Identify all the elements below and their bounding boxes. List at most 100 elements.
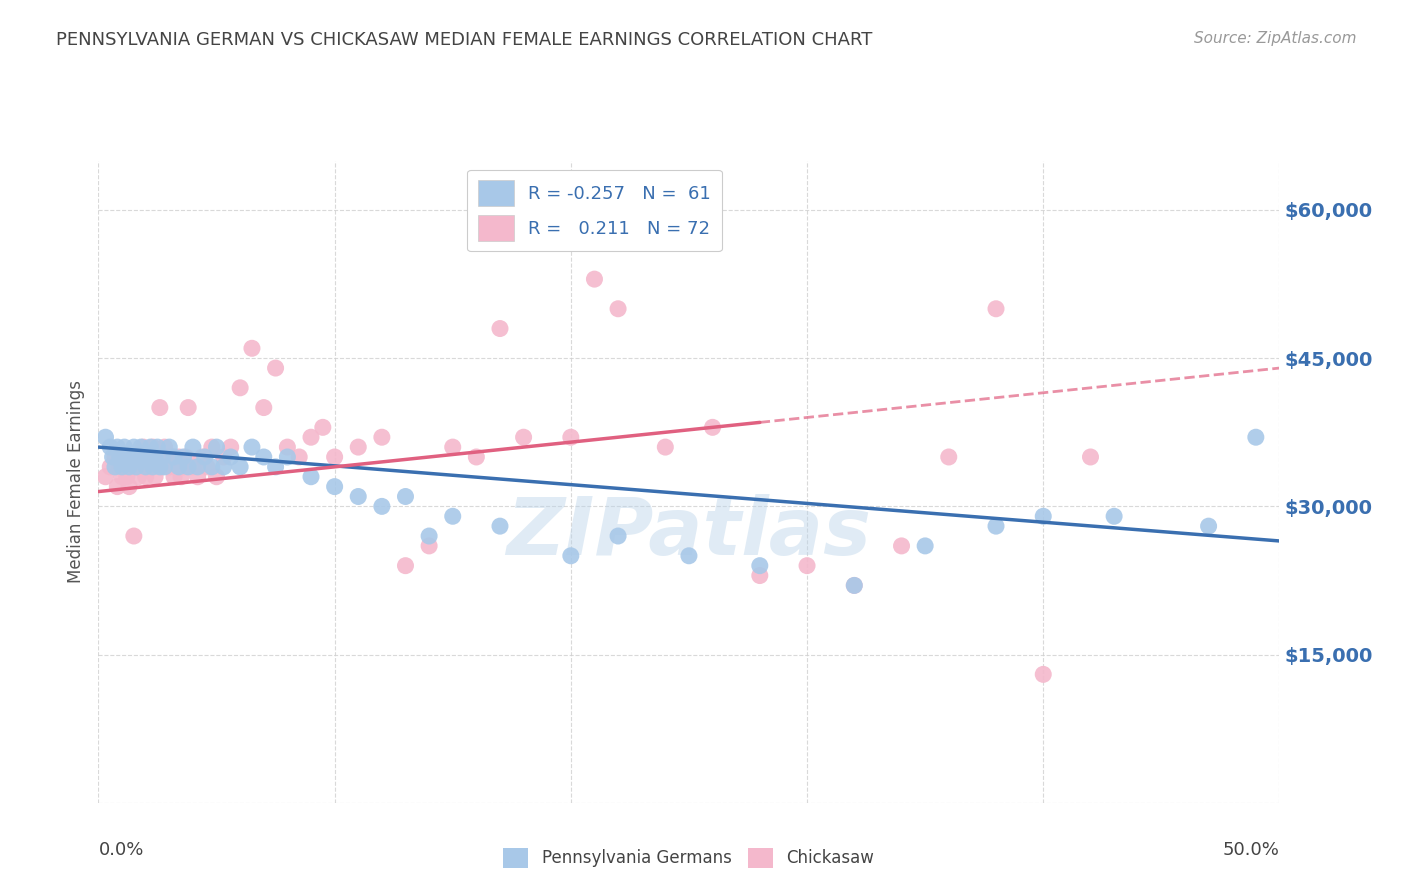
Point	[276, 450, 298, 464]
Point	[299, 430, 322, 444]
Point	[118, 480, 141, 494]
Point	[177, 401, 200, 415]
Y-axis label: Median Female Earnings: Median Female Earnings	[67, 380, 86, 583]
Point	[195, 459, 218, 474]
Point	[914, 539, 936, 553]
Point	[136, 459, 159, 474]
Point	[1032, 667, 1054, 681]
Point	[253, 401, 276, 415]
Point	[347, 490, 370, 504]
Point	[153, 440, 176, 454]
Point	[149, 459, 172, 474]
Point	[167, 450, 190, 464]
Point	[560, 549, 582, 563]
Point	[748, 568, 770, 582]
Point	[163, 469, 186, 483]
Point	[489, 321, 512, 335]
Point	[253, 450, 276, 464]
Point	[143, 469, 166, 483]
Point	[160, 450, 183, 464]
Legend: Pennsylvania Germans, Chickasaw: Pennsylvania Germans, Chickasaw	[496, 841, 882, 875]
Point	[146, 440, 169, 454]
Point	[112, 440, 135, 454]
Point	[153, 459, 176, 474]
Point	[142, 459, 165, 474]
Point	[607, 301, 630, 316]
Point	[219, 440, 242, 454]
Point	[132, 440, 155, 454]
Point	[191, 450, 214, 464]
Point	[212, 450, 235, 464]
Point	[174, 450, 197, 464]
Point	[187, 469, 209, 483]
Point	[890, 539, 912, 553]
Point	[205, 440, 228, 454]
Point	[288, 450, 311, 464]
Point	[143, 450, 166, 464]
Point	[122, 440, 145, 454]
Point	[165, 459, 187, 474]
Point	[394, 558, 416, 573]
Point	[844, 578, 866, 592]
Point	[201, 459, 224, 474]
Point	[187, 459, 209, 474]
Point	[323, 480, 346, 494]
Point	[142, 440, 165, 454]
Text: PENNSYLVANIA GERMAN VS CHICKASAW MEDIAN FEMALE EARNINGS CORRELATION CHART: PENNSYLVANIA GERMAN VS CHICKASAW MEDIAN …	[56, 31, 873, 49]
Text: 50.0%: 50.0%	[1223, 841, 1279, 859]
Point	[94, 469, 117, 483]
Point	[984, 519, 1007, 533]
Point	[112, 450, 135, 464]
Point	[323, 450, 346, 464]
Point	[121, 450, 143, 464]
Point	[229, 459, 252, 474]
Point	[128, 450, 150, 464]
Point	[157, 459, 180, 474]
Point	[128, 469, 150, 483]
Point	[157, 440, 180, 454]
Legend: R = -0.257   N =  61, R =   0.211   N = 72: R = -0.257 N = 61, R = 0.211 N = 72	[467, 169, 721, 252]
Point	[347, 440, 370, 454]
Point	[796, 558, 818, 573]
Point	[181, 440, 204, 454]
Point	[139, 450, 162, 464]
Point	[163, 450, 186, 464]
Point	[125, 459, 148, 474]
Point	[702, 420, 724, 434]
Point	[146, 450, 169, 464]
Point	[654, 440, 676, 454]
Point	[108, 459, 131, 474]
Point	[212, 459, 235, 474]
Point	[312, 420, 335, 434]
Point	[240, 341, 263, 355]
Point	[984, 301, 1007, 316]
Point	[1198, 519, 1220, 533]
Point	[170, 469, 193, 483]
Text: ZIPatlas: ZIPatlas	[506, 494, 872, 572]
Point	[512, 430, 534, 444]
Point	[205, 469, 228, 483]
Point	[194, 450, 217, 464]
Point	[1080, 450, 1102, 464]
Point	[104, 450, 127, 464]
Point	[149, 401, 172, 415]
Point	[139, 440, 162, 454]
Point	[156, 450, 179, 464]
Point	[229, 381, 252, 395]
Point	[201, 440, 224, 454]
Point	[844, 578, 866, 592]
Point	[299, 469, 322, 483]
Point	[122, 529, 145, 543]
Text: Source: ZipAtlas.com: Source: ZipAtlas.com	[1194, 31, 1357, 46]
Point	[240, 440, 263, 454]
Point	[115, 450, 138, 464]
Point	[177, 459, 200, 474]
Point	[276, 440, 298, 454]
Point	[132, 450, 155, 464]
Point	[560, 430, 582, 444]
Point	[441, 509, 464, 524]
Point	[105, 440, 128, 454]
Point	[121, 459, 143, 474]
Point	[1032, 509, 1054, 524]
Point	[111, 469, 134, 483]
